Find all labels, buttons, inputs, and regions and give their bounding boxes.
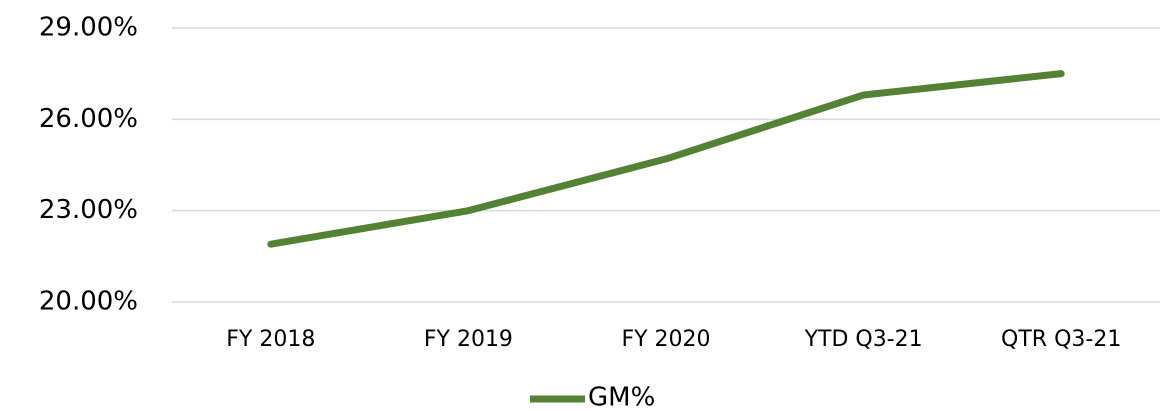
- x-tick-label: FY 2019: [424, 327, 513, 352]
- y-tick-label: 29.00%: [39, 13, 138, 43]
- series-line: [267, 70, 1065, 248]
- y-tick-label: 26.00%: [39, 104, 138, 134]
- x-tick-label: FY 2020: [621, 327, 710, 352]
- legend-label: GM%: [588, 383, 655, 411]
- x-tick-label: YTD Q3-21: [804, 327, 923, 352]
- x-tick-label: FY 2018: [226, 327, 315, 352]
- x-tick-label: QTR Q3-21: [1001, 327, 1121, 352]
- y-tick-label: 23.00%: [39, 195, 138, 225]
- y-tick-label: 20.00%: [39, 287, 138, 317]
